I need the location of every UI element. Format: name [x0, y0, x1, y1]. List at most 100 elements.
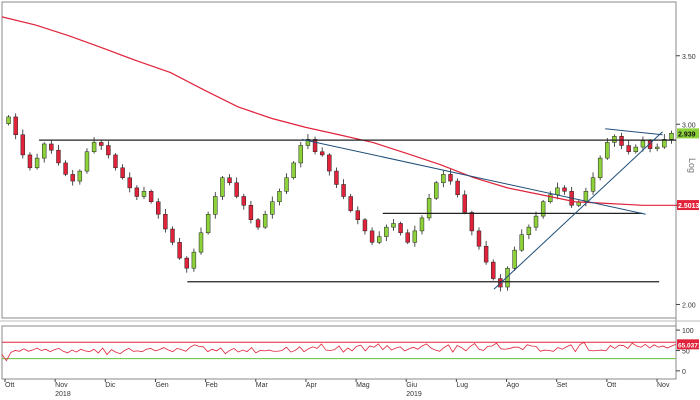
- candle-body: [156, 201, 161, 215]
- candle-body: [106, 145, 111, 156]
- candle-body: [277, 191, 282, 203]
- candle-body: [99, 142, 104, 146]
- indicator-tick-label: 50: [682, 348, 690, 355]
- candle-body: [270, 201, 275, 215]
- candle-body: [77, 170, 83, 182]
- candle-body: [640, 140, 646, 148]
- indicator-value-label: 65.0371: [678, 342, 700, 349]
- candle-body: [177, 242, 182, 259]
- candle-body: [669, 132, 674, 140]
- candle-body: [27, 154, 33, 169]
- candle-body: [398, 223, 403, 234]
- month-label: Mar: [256, 382, 269, 389]
- price-tick-label: 3.50: [682, 54, 696, 61]
- candle-body: [526, 226, 532, 235]
- candle-body: [590, 177, 596, 192]
- candle-body: [213, 196, 218, 215]
- month-label: Set: [557, 382, 568, 389]
- candle-body: [426, 197, 432, 219]
- month-label: Ott: [5, 382, 14, 389]
- price-tick-label: 3.00: [682, 122, 696, 129]
- month-label: Gen: [155, 382, 168, 389]
- candle-body: [469, 212, 475, 232]
- candle-body: [341, 184, 346, 197]
- candle-body: [134, 187, 140, 197]
- month-label: Giu: [406, 382, 417, 389]
- candle-body: [70, 174, 75, 182]
- candle-body: [462, 194, 467, 213]
- log-scale-label: Log: [687, 158, 697, 173]
- oscillator-line: [1, 341, 677, 362]
- candle-body: [234, 182, 239, 197]
- candle-body: [491, 261, 496, 279]
- candle-body: [369, 230, 375, 243]
- candle-body: [626, 145, 631, 153]
- month-label: Feb: [206, 382, 218, 389]
- candle-body: [291, 162, 296, 178]
- candle-body: [255, 219, 261, 228]
- candle-body: [505, 267, 510, 288]
- candle-body: [562, 187, 567, 192]
- candle-body: [533, 215, 539, 228]
- candle-body: [170, 228, 175, 243]
- candle-body: [262, 214, 268, 228]
- candle-body: [56, 149, 61, 164]
- trendline: [605, 128, 663, 136]
- month-label: Mag: [356, 382, 370, 389]
- candle-body: [483, 245, 489, 263]
- candle-body: [163, 214, 168, 230]
- indicator-panel-frame: [1, 325, 677, 380]
- candle-body: [519, 234, 524, 251]
- price-panel-frame: [1, 1, 677, 319]
- candle-body: [319, 151, 325, 156]
- candle-body: [654, 146, 660, 149]
- candle-body: [434, 182, 439, 199]
- year-label: 2018: [55, 391, 71, 398]
- month-label: Apr: [306, 382, 318, 389]
- candle-body: [41, 143, 47, 159]
- candle-body: [334, 170, 339, 185]
- trendline: [493, 131, 663, 290]
- candle-body: [391, 223, 396, 228]
- candle-body: [184, 257, 189, 269]
- month-label: Nov: [657, 382, 670, 389]
- month-label: Dic: [105, 382, 116, 389]
- candle-body: [227, 177, 232, 184]
- candle-body: [448, 174, 453, 182]
- candle-body: [13, 116, 18, 136]
- last-price-label: 2.939: [678, 131, 696, 138]
- candle-body: [84, 151, 90, 172]
- candle-body: [583, 191, 589, 203]
- candle-body: [327, 154, 332, 172]
- candle-body: [141, 191, 147, 197]
- candle-body: [198, 232, 204, 253]
- candle-body: [205, 214, 211, 234]
- month-label: Nov: [55, 382, 68, 389]
- candle-body: [476, 230, 482, 247]
- indicator-value-label-bg: [677, 339, 699, 350]
- candle-body: [548, 194, 553, 203]
- candle-body: [305, 139, 311, 146]
- candle-body: [605, 142, 610, 159]
- candle-body: [49, 143, 54, 151]
- candle-body: [540, 201, 546, 217]
- candle-body: [20, 134, 26, 156]
- candle-body: [348, 196, 353, 211]
- candle-body: [362, 219, 368, 232]
- candle-body: [555, 187, 560, 196]
- candle-body: [619, 136, 624, 146]
- candle-body: [91, 142, 97, 153]
- candle-body: [597, 157, 603, 178]
- month-label: Lug: [456, 382, 468, 389]
- year-label: 2019: [406, 391, 422, 398]
- moving-average-value-label-bg: [677, 200, 699, 211]
- candle-body: [441, 174, 446, 184]
- candle-body: [419, 217, 425, 232]
- moving-average-line: [1, 16, 676, 206]
- candle-body: [633, 146, 639, 153]
- candle-body: [284, 177, 289, 192]
- candle-body: [412, 230, 418, 243]
- candle-body: [512, 249, 517, 269]
- candle-body: [127, 177, 132, 189]
